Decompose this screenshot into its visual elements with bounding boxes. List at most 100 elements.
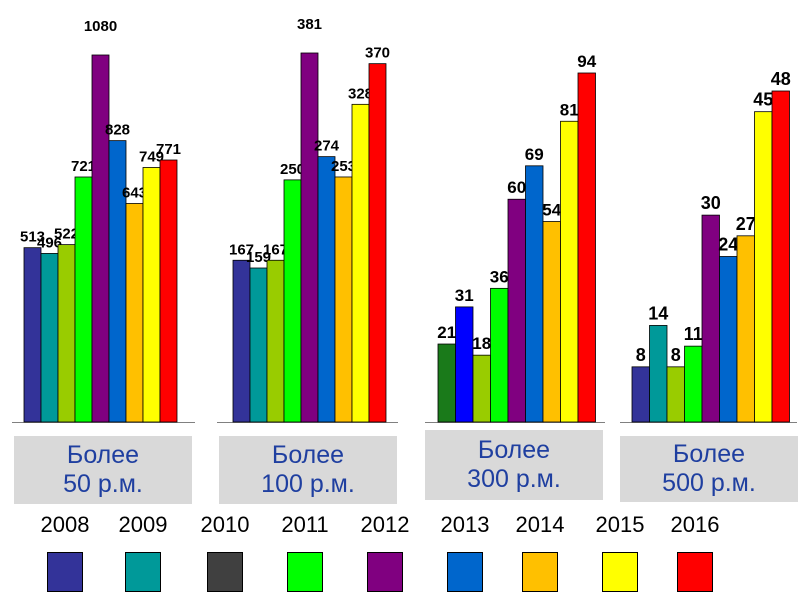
- bar-4-3: [666, 366, 685, 423]
- bar-4-7: [736, 235, 755, 423]
- legend-swatch: [287, 552, 323, 592]
- group-label: Более 500 р.м.: [620, 436, 798, 502]
- legend-year-label: 2010: [200, 512, 250, 537]
- bar-1-5: [91, 54, 110, 423]
- bar-1-7: [125, 203, 144, 423]
- data-label: 513: [20, 229, 45, 246]
- bar-4-6: [719, 256, 738, 423]
- data-label: 721: [71, 158, 96, 175]
- data-label: 250: [280, 161, 305, 178]
- legend-year-label: 2009: [118, 512, 168, 537]
- data-label: 643: [122, 184, 147, 201]
- legend-year-label: 2013: [440, 512, 490, 537]
- bar-2-5: [300, 52, 319, 423]
- data-label: 771: [156, 141, 181, 158]
- bar-1-2: [40, 253, 59, 423]
- bar-3-1: [437, 343, 456, 423]
- group-label-line2: 100 р.м.: [261, 470, 355, 498]
- bar-3-8: [560, 120, 579, 423]
- data-label: 8: [671, 345, 681, 365]
- data-label: 60: [507, 178, 526, 197]
- bar-2-7: [334, 176, 353, 423]
- bar-2-4: [283, 179, 302, 423]
- group-label: Более 50 р.м.: [14, 436, 192, 504]
- bar-3-4: [490, 287, 509, 423]
- legend-year-label: 2015: [595, 512, 645, 537]
- legend-swatch: [522, 552, 558, 592]
- data-label: 522: [54, 226, 79, 243]
- data-label: 381: [297, 16, 322, 33]
- group-label-line1: Более: [672, 440, 746, 468]
- group-label: Более 100 р.м.: [219, 436, 397, 504]
- data-label: 27: [736, 214, 756, 234]
- data-label: 167: [263, 241, 288, 258]
- bar-4-1: [631, 366, 650, 423]
- bar-1-8: [142, 167, 161, 423]
- data-label: 94: [577, 52, 596, 71]
- legend-swatch: [207, 552, 243, 592]
- legend-swatch: [677, 552, 713, 592]
- data-label: 21: [437, 323, 456, 342]
- data-label: 14: [648, 303, 668, 323]
- legend-swatch: [47, 552, 83, 592]
- data-label: 274: [314, 138, 340, 155]
- bar-2-2: [249, 267, 268, 423]
- data-label: 36: [490, 267, 509, 286]
- bar-3-2: [455, 306, 474, 423]
- legend-swatch: [447, 552, 483, 592]
- bar-4-8: [754, 111, 773, 423]
- data-label: 69: [525, 145, 544, 164]
- data-label: 8: [636, 345, 646, 365]
- legend-swatch: [602, 552, 638, 592]
- legend-swatch: [125, 552, 161, 592]
- bar-2-3: [266, 259, 285, 423]
- data-label: 48: [771, 69, 791, 89]
- bar-3-9: [577, 72, 596, 423]
- bar-3-5: [507, 198, 526, 423]
- data-label: 828: [105, 122, 130, 139]
- legend-year-label: 2012: [360, 512, 410, 537]
- data-label: 81: [560, 100, 579, 119]
- group-label-line1: Более: [477, 436, 551, 464]
- group-label-line2: 50 р.м.: [63, 470, 143, 498]
- data-label: 167: [229, 241, 254, 258]
- data-label: 31: [455, 286, 474, 305]
- data-label: 159: [246, 249, 271, 266]
- data-label: 328: [348, 85, 373, 102]
- bar-1-3: [57, 244, 76, 423]
- bar-2-1: [232, 259, 251, 423]
- data-label: 253: [331, 158, 356, 175]
- bar-3-7: [542, 221, 561, 423]
- bar-1-1: [23, 247, 42, 423]
- bar-1-6: [108, 140, 127, 423]
- data-label: 496: [37, 234, 62, 251]
- group-label-line2: 300 р.м.: [467, 465, 561, 493]
- data-label: 54: [542, 201, 561, 220]
- group-label: Более 300 р.м.: [425, 430, 603, 500]
- legend-year-label: 2016: [670, 512, 720, 537]
- data-label: 18: [472, 334, 491, 353]
- data-label: 1080: [84, 18, 117, 35]
- group-label-line1: Более: [271, 441, 345, 469]
- bar-4-9: [771, 90, 790, 423]
- legend-year-label: 2014: [515, 512, 565, 537]
- data-label: 370: [365, 45, 390, 62]
- bar-1-9: [159, 159, 178, 423]
- bar-4-4: [684, 345, 703, 423]
- data-label: 24: [718, 235, 738, 255]
- bar-2-9: [368, 63, 387, 423]
- legend-year-label: 2008: [40, 512, 90, 537]
- bar-4-5: [701, 214, 720, 423]
- bar-2-6: [317, 156, 336, 423]
- bar-4-2: [649, 325, 668, 423]
- bar-3-3: [472, 354, 491, 423]
- data-label: 45: [753, 90, 773, 110]
- bar-3-6: [525, 165, 544, 423]
- bar-1-4: [74, 176, 93, 423]
- group-label-line2: 500 р.м.: [662, 469, 756, 497]
- legend-year-label: 2011: [281, 512, 329, 537]
- bar-2-8: [351, 103, 370, 423]
- data-label: 30: [701, 193, 721, 213]
- legend-swatch: [367, 552, 403, 592]
